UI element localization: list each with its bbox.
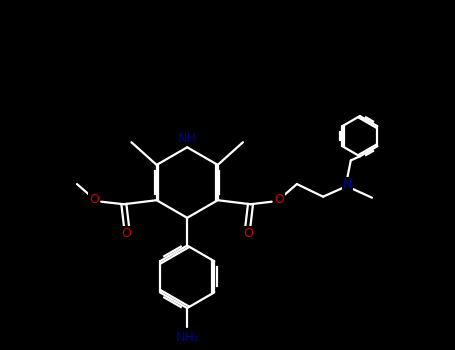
Text: N: N xyxy=(343,177,353,190)
Text: O: O xyxy=(121,228,131,240)
Text: O: O xyxy=(243,228,253,240)
Text: NH: NH xyxy=(178,132,197,145)
Text: O: O xyxy=(89,193,99,206)
Text: O: O xyxy=(274,193,283,206)
Text: NH₂: NH₂ xyxy=(175,331,199,344)
